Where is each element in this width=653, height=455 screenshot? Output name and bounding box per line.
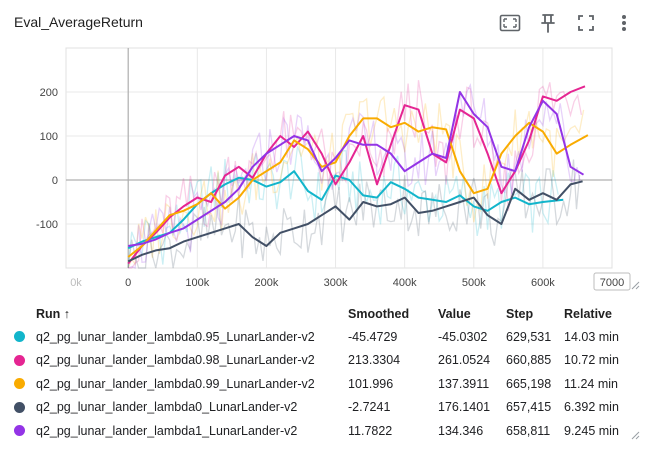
table-row[interactable]: q2_pg_lunar_lander_lambda0.98_LunarLande… bbox=[14, 349, 639, 373]
smoothed-value: -2.7241 bbox=[348, 400, 391, 415]
step-value: 629,531 bbox=[506, 329, 552, 344]
x-tick-label: 500k bbox=[462, 277, 486, 289]
step-value: 657,415 bbox=[506, 400, 552, 415]
table-resize-handle-icon[interactable] bbox=[630, 430, 640, 440]
table-row[interactable]: q2_pg_lunar_lander_lambda0_LunarLander-v… bbox=[14, 396, 639, 420]
x-tick-label: 100k bbox=[185, 277, 209, 289]
table-row[interactable]: q2_pg_lunar_lander_lambda1_LunarLander-v… bbox=[14, 419, 639, 443]
run-name: q2_pg_lunar_lander_lambda0.99_LunarLande… bbox=[36, 376, 315, 391]
run-color-swatch bbox=[14, 331, 25, 343]
fit-domain-icon bbox=[499, 14, 521, 32]
x-tick-label: 0 bbox=[125, 277, 131, 289]
relative-time: 14.03 min bbox=[564, 329, 619, 344]
card-toolbar bbox=[491, 8, 643, 38]
header-step[interactable]: Step bbox=[506, 307, 534, 321]
smoothed-value: -45.4729 bbox=[348, 329, 398, 344]
step-value: 665,198 bbox=[506, 376, 552, 391]
fullscreen-button[interactable] bbox=[567, 8, 605, 38]
chart-area[interactable]: 200 100 0 -100 0k 0 100k 200k 300k 400k 500k 600k 70… bbox=[0, 40, 653, 295]
raw-series-line bbox=[127, 146, 559, 268]
chart-title: Eval_AverageReturn bbox=[14, 14, 143, 30]
run-color-swatch bbox=[14, 401, 25, 413]
series-line bbox=[127, 180, 583, 263]
table-row[interactable]: q2_pg_lunar_lander_lambda0.95_LunarLande… bbox=[14, 325, 639, 349]
chart-resize-handle-icon[interactable] bbox=[630, 280, 640, 290]
raw-value: 137.3911 bbox=[438, 376, 490, 391]
run-color-swatch bbox=[14, 378, 25, 390]
relative-time: 11.24 min bbox=[564, 376, 618, 391]
raw-value: 176.1401 bbox=[438, 400, 491, 415]
header-relative[interactable]: Relative bbox=[564, 307, 612, 321]
y-tick-label: -100 bbox=[36, 219, 58, 231]
table-row[interactable]: q2_pg_lunar_lander_lambda0.99_LunarLande… bbox=[14, 372, 639, 396]
series-line bbox=[128, 91, 585, 247]
smoothed-value: 11.7822 bbox=[348, 423, 393, 438]
relative-time: 10.72 min bbox=[564, 353, 619, 368]
run-name: q2_pg_lunar_lander_lambda0_LunarLander-v… bbox=[36, 400, 298, 415]
step-value: 660,885 bbox=[506, 353, 552, 368]
x-tick-label: 300k bbox=[324, 277, 348, 289]
header-value[interactable]: Value bbox=[438, 307, 471, 321]
header-smoothed[interactable]: Smoothed bbox=[348, 307, 410, 321]
run-name: q2_pg_lunar_lander_lambda0.95_LunarLande… bbox=[36, 329, 315, 344]
run-name: q2_pg_lunar_lander_lambda1_LunarLander-v… bbox=[36, 423, 298, 438]
run-color-swatch bbox=[14, 425, 25, 437]
series-line bbox=[127, 117, 589, 258]
x-tick-label: 0k bbox=[70, 277, 82, 289]
x-tick-label: 400k bbox=[393, 277, 417, 289]
raw-series-line bbox=[128, 80, 583, 269]
relative-time: 6.392 min bbox=[564, 400, 619, 415]
fit-domain-button[interactable] bbox=[491, 8, 529, 38]
x-tick-label: 200k bbox=[255, 277, 279, 289]
more-vert-icon bbox=[622, 15, 626, 31]
y-tick-label: 200 bbox=[40, 87, 58, 99]
y-tick-label: 100 bbox=[40, 131, 58, 143]
x-tick-label: 600k bbox=[531, 277, 555, 289]
pin-button[interactable] bbox=[529, 8, 567, 38]
raw-value: -45.0302 bbox=[438, 329, 488, 344]
pin-icon bbox=[541, 14, 555, 33]
step-value: 658,811 bbox=[506, 423, 551, 438]
smoothed-value: 213.3304 bbox=[348, 353, 401, 368]
table-header: Run ↑ Smoothed Value Step Relative bbox=[14, 303, 639, 325]
line-chart[interactable]: 200 100 0 -100 0k 0 100k 200k 300k 400k 500k 600k 70… bbox=[0, 40, 653, 295]
x-tick-label: 7000 bbox=[600, 277, 624, 289]
raw-value: 134.346 bbox=[438, 423, 484, 438]
more-options-button[interactable] bbox=[605, 8, 643, 38]
x-axis-max-label-box bbox=[593, 272, 631, 291]
y-tick-label: 0 bbox=[52, 175, 58, 187]
header-run[interactable]: Run ↑ bbox=[36, 307, 71, 321]
raw-series-line bbox=[127, 95, 585, 269]
relative-time: 9.245 min bbox=[564, 423, 619, 438]
run-name: q2_pg_lunar_lander_lambda0.98_LunarLande… bbox=[36, 353, 315, 368]
run-color-swatch bbox=[14, 354, 25, 366]
runs-table: Run ↑ Smoothed Value Step Relative q2_pg… bbox=[14, 303, 639, 443]
fullscreen-icon bbox=[578, 15, 594, 31]
smoothed-value: 101.996 bbox=[348, 376, 394, 391]
raw-value: 261.0524 bbox=[438, 353, 491, 368]
